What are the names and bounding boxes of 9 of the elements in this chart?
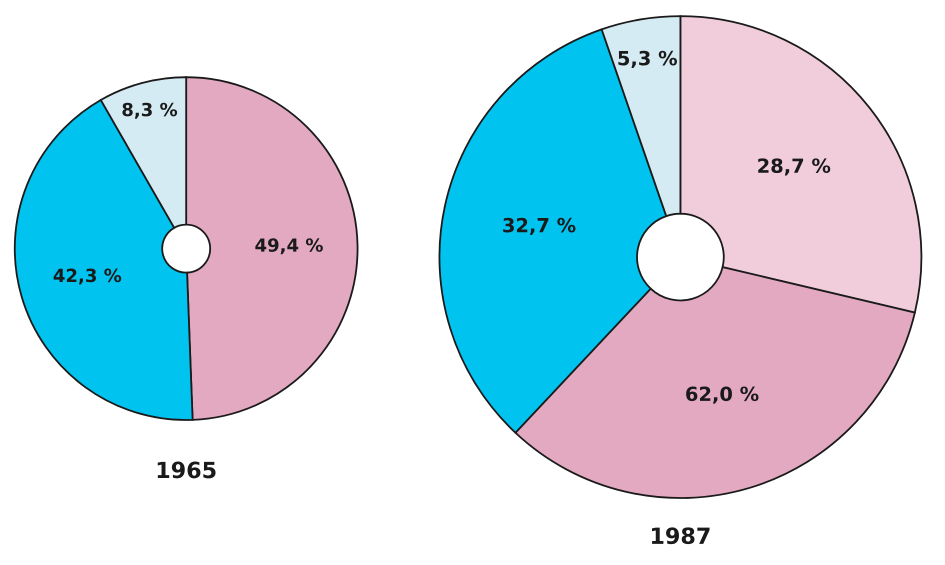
- data-label: 28,7 %: [758, 158, 830, 176]
- data-label: 8,3 %: [122, 102, 178, 119]
- data-label: 42,3 %: [54, 268, 122, 285]
- data-label: 49,4 %: [255, 238, 323, 254]
- text: 1965: [158, 462, 216, 478]
- data-label: 5,3 %: [618, 50, 677, 68]
- text: 62,0 %: [686, 386, 759, 404]
- data-label: 32,7 %: [503, 218, 576, 235]
- text: 1987: [652, 527, 710, 544]
